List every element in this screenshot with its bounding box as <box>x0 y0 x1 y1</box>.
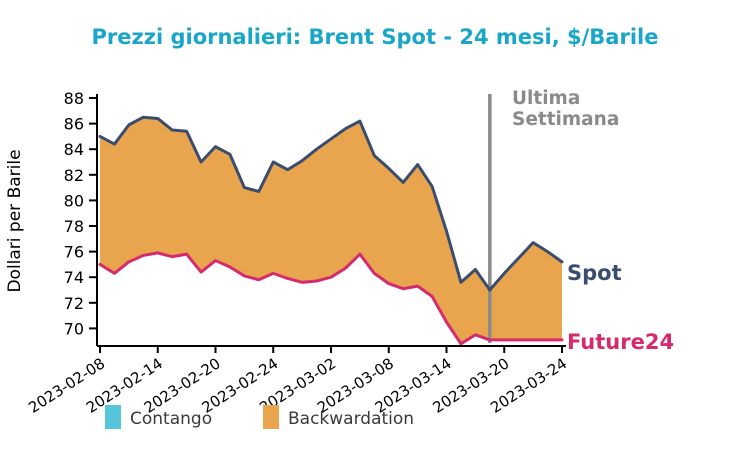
legend: Contango Backwardation <box>105 405 414 429</box>
y-tick-label: 82 <box>64 166 84 185</box>
backwardation-area <box>100 117 562 344</box>
spot-line <box>98 115 564 292</box>
future24-series-label: Future24 <box>567 330 674 354</box>
y-tick-label: 70 <box>64 319 84 338</box>
ultima-settimana-label-line2: Settimana <box>512 109 619 130</box>
y-tick-label: 88 <box>64 89 84 108</box>
fill-layer <box>100 117 562 344</box>
y-tick-label: 76 <box>64 243 84 262</box>
ultima-settimana-label-line1: Ultima <box>512 88 580 109</box>
y-tick-label: 86 <box>64 115 84 134</box>
contango-legend-label: Contango <box>130 409 212 429</box>
y-tick-label: 72 <box>64 294 84 313</box>
y-tick-label: 78 <box>64 217 84 236</box>
future24-line <box>98 251 564 346</box>
backwardation-legend-swatch <box>263 405 279 429</box>
backwardation-legend-label: Backwardation <box>288 409 414 429</box>
y-tick-label: 74 <box>64 268 84 287</box>
y-tick-label: 84 <box>64 140 84 159</box>
contango-legend-swatch <box>105 405 121 429</box>
chart-title: Prezzi giornalieri: Brent Spot - 24 mesi… <box>92 25 659 49</box>
series-lines-layer <box>98 115 564 346</box>
y-axis-label: Dollari per Barile <box>5 149 25 292</box>
y-tick-label: 80 <box>64 191 84 210</box>
spot-series-label: Spot <box>567 261 622 285</box>
